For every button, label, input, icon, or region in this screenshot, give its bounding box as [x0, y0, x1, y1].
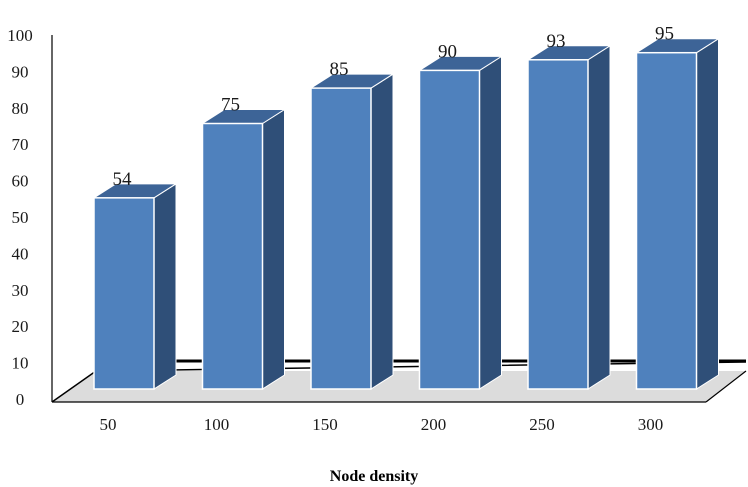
x-tick-label: 250: [529, 415, 555, 434]
y-tick-label: 80: [12, 99, 29, 118]
y-tick-label: 20: [12, 317, 29, 336]
bar: [634, 37, 721, 390]
bar-side-face: [370, 73, 394, 390]
bar-front-face: [635, 51, 698, 390]
y-tick-label: 40: [12, 244, 29, 263]
bar-front-face: [201, 122, 264, 390]
data-label: 90: [438, 41, 457, 62]
x-tick-label: 300: [638, 415, 664, 434]
x-tick-label: 150: [312, 415, 338, 434]
floor-right-edge: [705, 370, 747, 403]
y-tick-label: 60: [12, 172, 29, 191]
bar-side-face: [262, 108, 285, 390]
bar: [417, 55, 504, 390]
x-tick-label: 200: [421, 415, 447, 434]
bar-side-face: [696, 37, 719, 390]
bar-side-face: [587, 44, 611, 390]
x-tick-label: 100: [204, 415, 230, 434]
bar-side-face: [153, 182, 177, 390]
bar: [526, 44, 612, 390]
bar: [92, 182, 178, 390]
bar-front-face: [527, 59, 589, 390]
bar-front-face: [418, 69, 481, 390]
x-axis-title: Node density: [330, 468, 418, 485]
bar-side-face: [479, 55, 502, 390]
x-tick-labels: 50 100 150 200 250 300: [100, 415, 664, 434]
y-tick-label: 50: [12, 208, 29, 227]
y-tick-label: 100: [7, 26, 33, 45]
y-tick-label: 90: [12, 62, 29, 81]
data-label: 95: [655, 24, 674, 45]
bars: [92, 37, 721, 390]
x-tick-label: 50: [100, 415, 117, 434]
y-tick-label: 0: [16, 390, 25, 409]
bar: [309, 73, 395, 390]
y-tick-label: 30: [12, 281, 29, 300]
bar-front-face: [310, 87, 372, 390]
data-label: 93: [547, 31, 566, 52]
y-tick-label: 70: [12, 135, 29, 154]
y-tick-labels: 0 10 20 30 40 50 60 70 80 90 100: [7, 26, 33, 409]
data-label: 85: [330, 59, 349, 80]
bar-front-face: [93, 197, 155, 390]
data-label: 54: [113, 169, 133, 190]
bar: [200, 108, 287, 390]
data-labels: 54 75 85 90 93 95: [113, 24, 675, 190]
y-tick-label: 10: [12, 354, 29, 373]
data-label: 75: [221, 95, 240, 116]
